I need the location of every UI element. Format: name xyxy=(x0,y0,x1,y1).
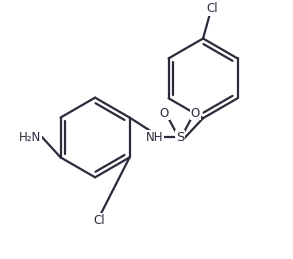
Text: O: O xyxy=(160,106,169,120)
Text: O: O xyxy=(191,106,200,120)
Text: Cl: Cl xyxy=(206,2,218,16)
Text: NH: NH xyxy=(145,131,163,144)
Text: Cl: Cl xyxy=(93,214,105,227)
Text: S: S xyxy=(176,131,184,144)
Text: H₂N: H₂N xyxy=(18,131,41,144)
